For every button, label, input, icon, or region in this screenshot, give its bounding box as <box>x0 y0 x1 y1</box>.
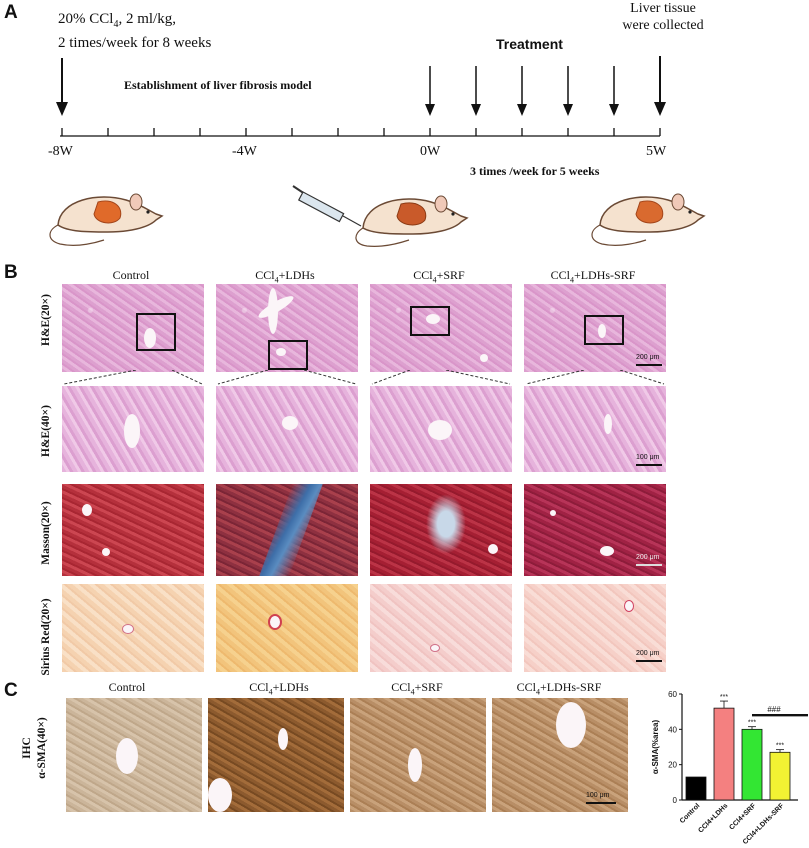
c-col-ldhs-srf: CCl4+LDHs-SRF <box>516 680 602 697</box>
masson-ldhs-image <box>216 484 358 576</box>
scale-label: 200 μm <box>636 650 660 657</box>
bar-3 <box>769 751 791 801</box>
c-col-ldhs: CCl4+LDHs <box>249 680 309 697</box>
c-row-line2: α-SMA(40×) <box>36 717 48 779</box>
tick-label-5: 5W <box>646 144 667 159</box>
start-arrow <box>56 58 68 116</box>
category-label: CCl4+SRF <box>728 802 758 832</box>
y-axis-label: α-SMA(%area) <box>651 720 660 775</box>
treatment-label: Treatment <box>496 36 563 52</box>
bar-0 <box>685 776 707 801</box>
dose-description: 20% CCl4, 2 ml/kg, 2 times/week for 8 we… <box>58 10 211 53</box>
he20-srf-image <box>370 284 512 372</box>
tick-label-minus4: -4W <box>232 144 257 159</box>
panel-a-letter: A <box>4 2 18 23</box>
timeline <box>56 56 666 137</box>
masson-control-image <box>62 484 204 576</box>
timeline-ticks <box>61 128 661 136</box>
zoom-box <box>268 340 308 370</box>
asma-bar-chart: 0 20 40 60 α-SMA(%area) Control *** CCl4+LDHs **… <box>651 690 808 846</box>
collection-note: Liver tissue were collected <box>608 0 718 34</box>
he40-ldhs-srf-image: 100 μm <box>524 386 666 472</box>
category-label: CCl4+LDHs <box>697 802 729 834</box>
y-tick-label: 40 <box>668 725 677 734</box>
sirius-control-image <box>62 584 204 672</box>
dose-line2: 2 times/week for 8 weeks <box>58 35 212 51</box>
b-col-srf: CCl4+SRF <box>413 268 465 285</box>
c-row-line1: IHC <box>21 737 33 759</box>
collection-arrow <box>654 56 666 116</box>
panel-c-letter: C <box>4 680 18 701</box>
scale-label: 200 μm <box>636 354 660 361</box>
category-label: Control <box>679 802 702 825</box>
syringe-icon <box>292 185 362 227</box>
significance-label: *** <box>748 720 756 727</box>
dose-subscript: 4 <box>113 19 119 30</box>
mouse-icon-1 <box>49 193 164 246</box>
he40-control-image <box>62 386 204 472</box>
bar-2 <box>741 728 763 801</box>
b-row-he20: H&E(20×) <box>40 294 52 346</box>
comparison-mark: ### <box>767 705 781 714</box>
sirius-srf-image <box>370 584 512 672</box>
b-col-ldhs: CCl4+LDHs <box>255 268 315 285</box>
panel-b-letter: B <box>4 262 18 283</box>
mouse-syringe-icon <box>292 185 469 247</box>
schedule-label: 3 times /week for 5 weeks <box>470 164 600 178</box>
y-tick-label: 0 <box>673 796 678 805</box>
b-row-masson: Masson(20×) <box>40 501 52 565</box>
tick-label-0: 0W <box>420 144 441 159</box>
c-col-srf: CCl4+SRF <box>391 680 443 697</box>
collection-line1: Liver tissue <box>630 1 696 16</box>
ihc-ldhs-image <box>208 698 344 812</box>
mouse-icon-3 <box>591 193 706 246</box>
y-tick-label: 60 <box>668 690 677 699</box>
zoom-box <box>410 306 450 336</box>
masson-srf-image <box>370 484 512 576</box>
zoom-box <box>136 313 176 351</box>
dose-line1-rest: , 2 ml/kg, <box>118 11 176 27</box>
sirius-ldhs-image <box>216 584 358 672</box>
ihc-control-image <box>66 698 202 812</box>
chart-bars <box>685 700 808 801</box>
zoom-box <box>584 315 624 345</box>
he20-ldhs-image <box>216 284 358 372</box>
he40-srf-image <box>370 386 512 472</box>
scale-label: 100 μm <box>636 454 660 461</box>
zoom-guides <box>63 370 665 385</box>
bar-1 <box>713 707 735 801</box>
sirius-ldhs-srf-image: 200 μm <box>524 584 666 672</box>
he40-ldhs-image <box>216 386 358 472</box>
b-col-control: Control <box>112 268 150 282</box>
collection-line2: were collected <box>622 18 704 33</box>
ihc-ldhs-srf-image: 100 μm <box>492 698 628 812</box>
c-row-label: IHC α-SMA(40×) <box>20 688 50 808</box>
b-row-he40: H&E(40×) <box>40 405 52 457</box>
c-col-control: Control <box>108 680 146 694</box>
masson-ldhs-srf-image: 200 μm <box>524 484 666 576</box>
significance-label: *** <box>776 743 784 750</box>
b-row-sirius: Sirius Red(20×) <box>40 598 52 676</box>
scale-label: 100 μm <box>586 792 610 799</box>
dose-line1: 20% CCl <box>58 11 114 27</box>
tick-label-minus8: -8W <box>48 144 73 159</box>
he20-control-image <box>62 284 204 372</box>
treatment-arrows <box>425 66 619 116</box>
b-col-ldhs-srf: CCl4+LDHs-SRF <box>550 268 636 285</box>
ihc-srf-image <box>350 698 486 812</box>
scale-label: 200 μm <box>636 554 660 561</box>
model-label: Establishment of liver fibrosis model <box>124 78 312 92</box>
he20-ldhs-srf-image: 200 μm <box>524 284 666 372</box>
significance-label: *** <box>720 694 728 701</box>
y-tick-label: 20 <box>668 761 677 770</box>
